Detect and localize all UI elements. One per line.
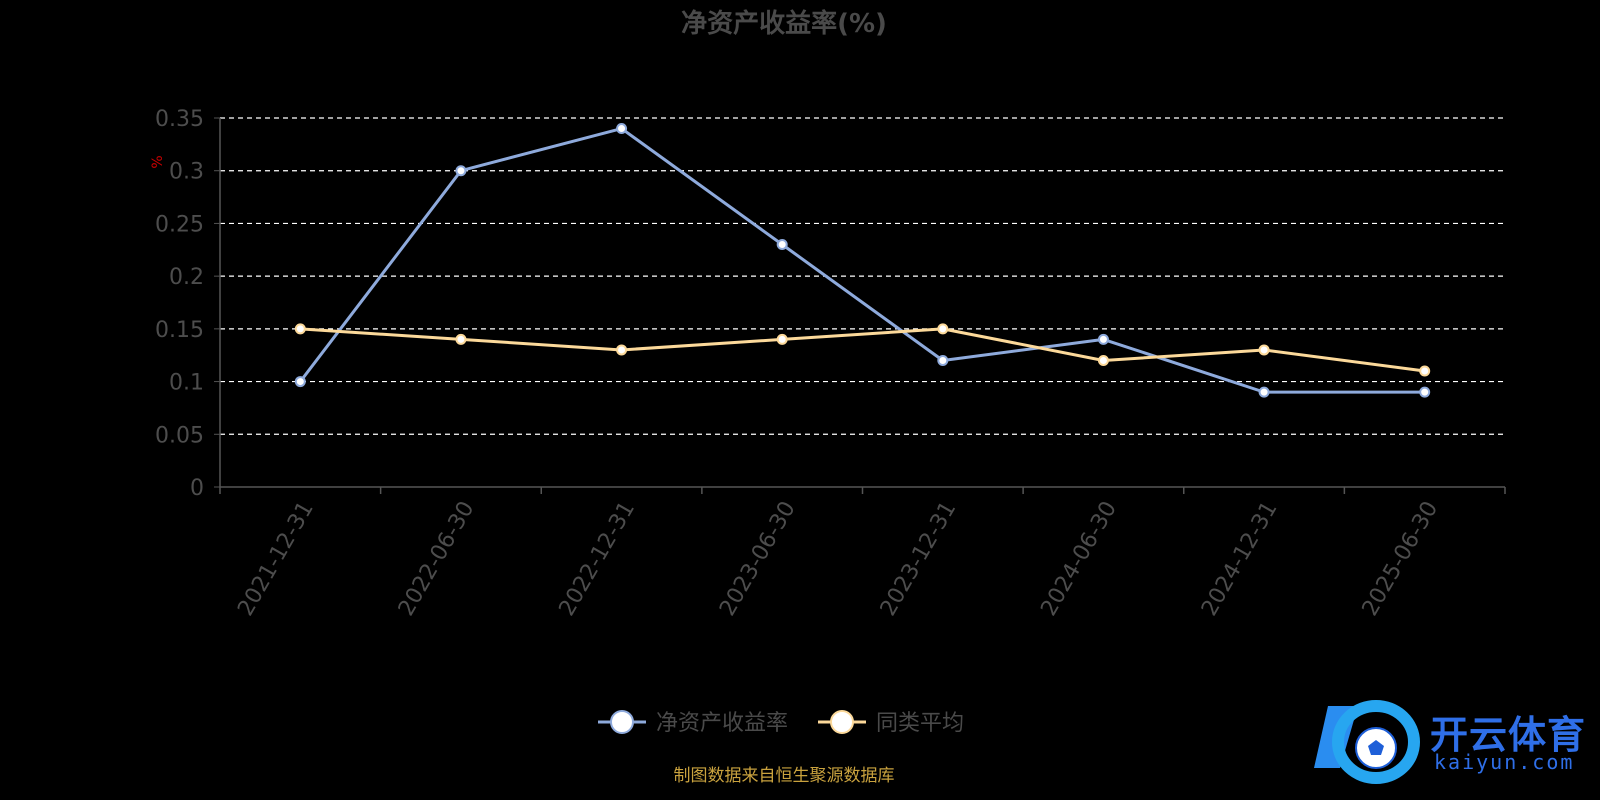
x-tick-label: 2024-06-30 xyxy=(1036,497,1122,620)
y-axis-label: % xyxy=(150,155,166,168)
series xyxy=(294,123,1431,398)
data-point xyxy=(937,323,949,335)
data-point xyxy=(1258,386,1270,398)
y-tick-label: 0.2 xyxy=(169,265,204,290)
y-tick-label: 0.3 xyxy=(169,160,204,185)
data-point xyxy=(294,376,306,388)
y-tick-label: 0.15 xyxy=(155,318,204,343)
data-point xyxy=(1097,333,1109,345)
series-line xyxy=(299,127,1425,394)
x-tick-label: 2023-06-30 xyxy=(715,497,801,620)
data-point xyxy=(455,165,467,177)
legend-label: 同类平均 xyxy=(876,711,964,736)
y-tick-labels: 0 0.05 0.1 0.15 0.2 0.25 0.3 0.35 xyxy=(155,107,204,501)
data-point xyxy=(1097,354,1109,366)
x-tick-label: 2023-12-31 xyxy=(876,497,962,620)
x-tick-label: 2024-12-31 xyxy=(1197,497,1283,620)
x-tick-label: 2022-06-30 xyxy=(394,497,480,620)
data-point xyxy=(937,354,949,366)
grid-lines xyxy=(220,117,1505,435)
y-tick-label: 0.35 xyxy=(155,107,204,132)
data-point xyxy=(776,239,788,251)
logo-text-en: kaiyun.com xyxy=(1434,750,1575,774)
y-tick-label: 0.25 xyxy=(155,212,204,237)
x-tick-label: 2022-12-31 xyxy=(555,497,641,620)
y-tick-label: 0 xyxy=(190,476,204,501)
data-point xyxy=(294,323,306,335)
source-note: 制图数据来自恒生聚源数据库 xyxy=(674,766,895,786)
data-point xyxy=(1258,344,1270,356)
series-1 xyxy=(294,123,1431,398)
y-tick-label: 0.05 xyxy=(155,423,204,448)
x-tick-label: 2021-12-31 xyxy=(233,497,319,620)
legend-label: 净资产收益率 xyxy=(656,711,788,736)
legend-marker xyxy=(830,710,854,734)
x-tick-labels: 2021-12-31 2022-06-30 2022-12-31 2023-06-30… xyxy=(233,497,1443,620)
y-tick-label: 0.1 xyxy=(169,371,204,396)
series-2 xyxy=(294,323,1431,377)
data-point xyxy=(1419,386,1431,398)
soccer-ball-icon xyxy=(1314,700,1420,784)
axes xyxy=(214,117,1506,494)
series-line xyxy=(300,327,1425,373)
legend-item-2: 同类平均 xyxy=(818,710,964,736)
data-point xyxy=(616,123,628,135)
data-point xyxy=(455,333,467,345)
data-point xyxy=(616,344,628,356)
brand-logo: 开云体育 kaiyun.com xyxy=(1310,698,1590,788)
logo-text-cn: 开云体育 xyxy=(1430,713,1587,757)
data-point xyxy=(1419,365,1431,377)
x-tick-label: 2025-06-30 xyxy=(1358,497,1444,620)
legend-marker xyxy=(610,710,634,734)
legend: 净资产收益率 同类平均 xyxy=(598,710,964,736)
legend-item-1: 净资产收益率 xyxy=(598,710,788,736)
chart-title: 净资产收益率(%) xyxy=(681,8,887,39)
data-point xyxy=(776,333,788,345)
